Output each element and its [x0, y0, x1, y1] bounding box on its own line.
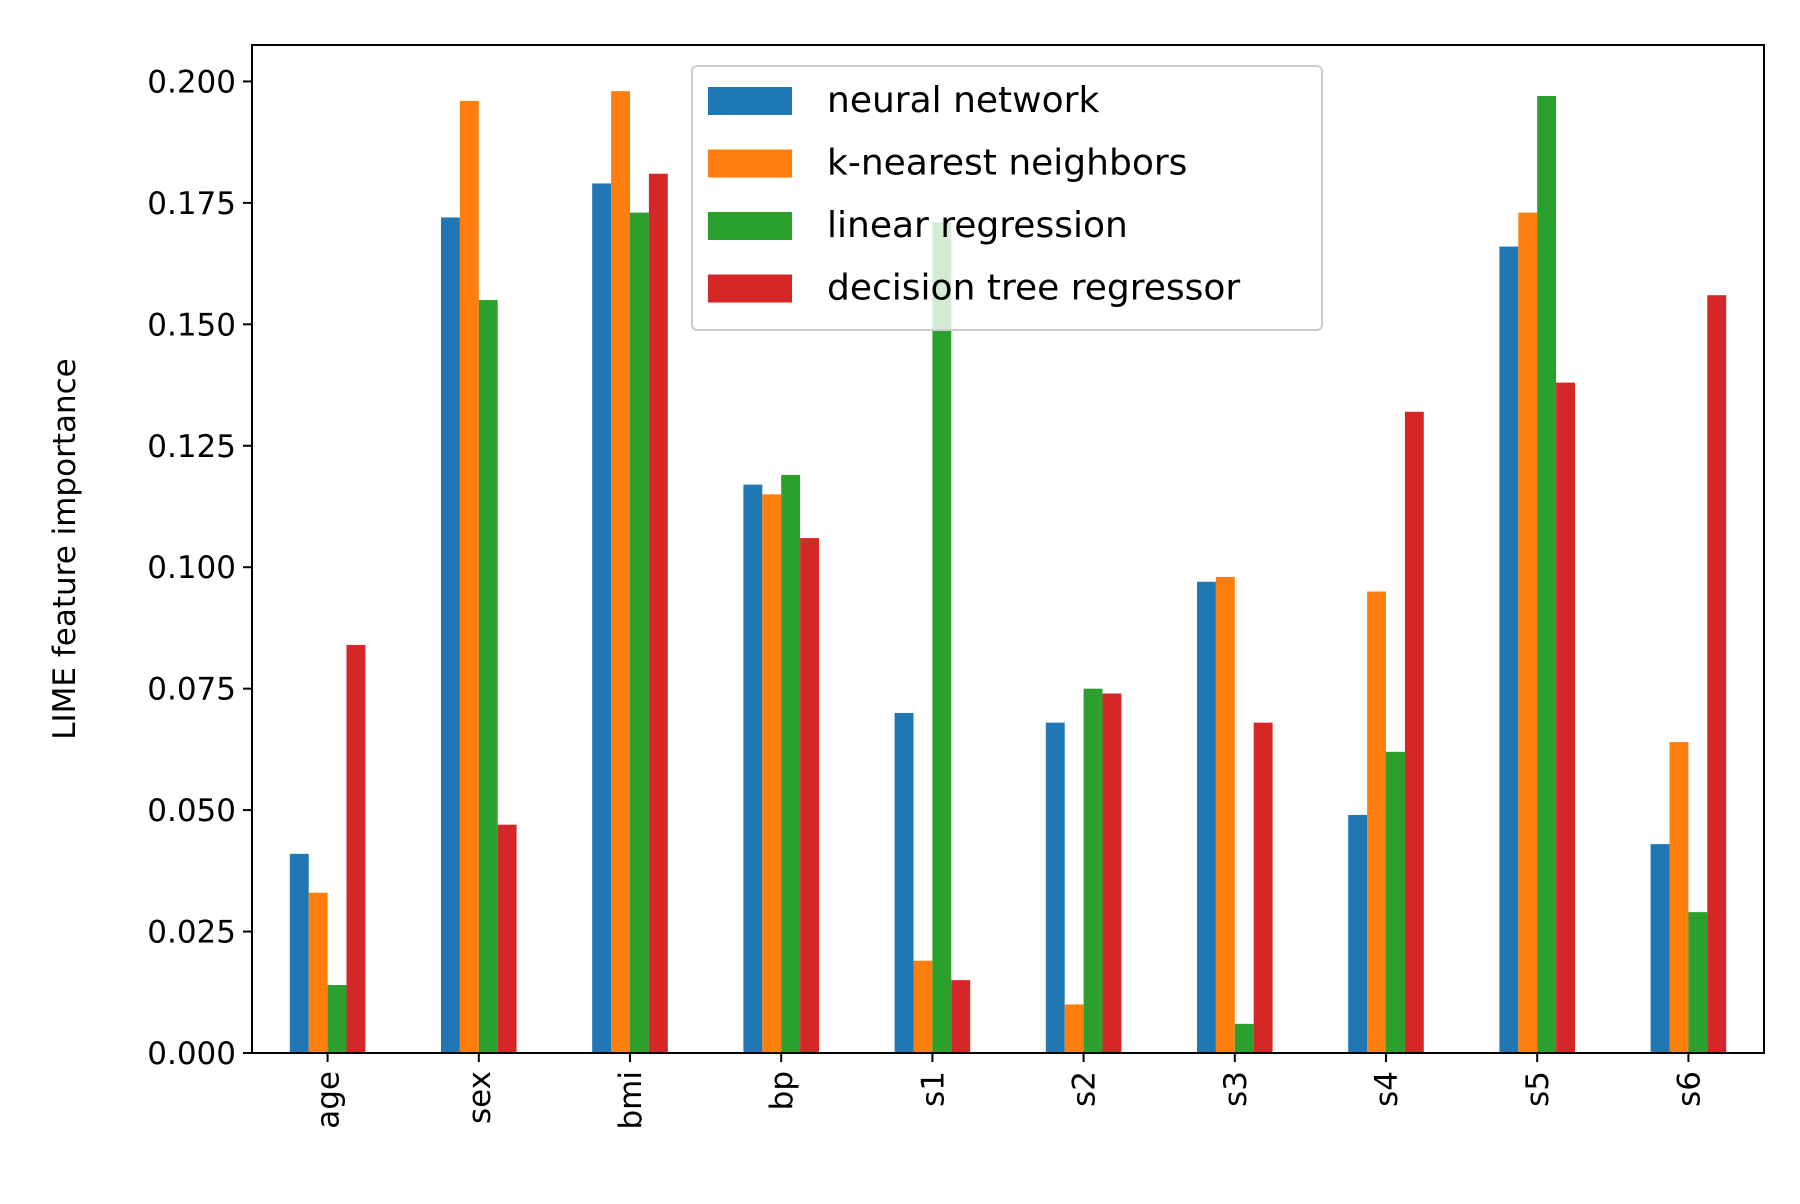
bar-s2-1 [1064, 1004, 1084, 1053]
bar-sex-2 [478, 300, 498, 1053]
x-axis: age sex bmi bp s1 s2 s3 s4 s5 s6 [311, 1053, 1707, 1130]
x-tick-label: s1 [915, 1071, 951, 1107]
x-tick-label: s4 [1369, 1071, 1405, 1107]
bar-s5-0 [1499, 246, 1519, 1054]
y-tick-label: 0.150 [147, 307, 236, 343]
y-tick-label: 0.175 [147, 186, 236, 222]
bar-sex-0 [441, 217, 460, 1054]
bar-sex-1 [459, 100, 479, 1054]
bar-s6-2 [1688, 912, 1708, 1053]
legend-label-2: linear regression [827, 205, 1128, 246]
legend-swatch-0 [708, 87, 792, 115]
x-tick-label: s3 [1218, 1071, 1254, 1107]
bar-s6-0 [1650, 844, 1670, 1053]
legend-label-0: neural network [827, 80, 1099, 121]
bar-s2-0 [1045, 722, 1065, 1053]
y-tick-label: 0.100 [147, 550, 236, 586]
bar-age-1 [308, 892, 328, 1053]
bar-s3-1 [1215, 576, 1235, 1053]
bar-age-3 [346, 644, 366, 1053]
bar-s5-1 [1518, 212, 1538, 1053]
bar-s4-0 [1348, 814, 1368, 1053]
bar-bmi-1 [611, 91, 630, 1053]
bars-layer [289, 91, 1727, 1054]
legend: neural network k-nearest neighbors linear … [691, 65, 1323, 331]
bar-sex-3 [497, 824, 517, 1053]
x-tick-label: bp [764, 1071, 800, 1110]
y-tick-label: 0.000 [147, 1036, 236, 1072]
bar-s6-1 [1669, 742, 1689, 1053]
bar-s1-1 [913, 960, 933, 1053]
y-tick-label: 0.125 [147, 429, 236, 465]
bar-s4-1 [1367, 591, 1386, 1053]
bar-bp-2 [781, 474, 801, 1053]
bar-s3-2 [1234, 1023, 1254, 1053]
bar-s3-0 [1197, 581, 1216, 1053]
x-tick-label: age [311, 1071, 347, 1129]
bar-age-0 [289, 853, 309, 1053]
x-tick-label: s2 [1067, 1071, 1103, 1107]
bar-bp-1 [762, 494, 782, 1054]
bar-s4-3 [1404, 411, 1424, 1054]
bar-bmi-2 [630, 212, 649, 1053]
y-tick-label: 0.200 [147, 64, 236, 100]
legend-box [691, 65, 1323, 331]
y-axis: 0.000 0.025 0.050 0.075 0.100 0.125 0.150 0.175… [147, 64, 252, 1072]
x-tick-label: s5 [1520, 1071, 1556, 1107]
legend-label-3: decision tree regressor [827, 268, 1240, 309]
x-tick-label: s6 [1671, 1071, 1707, 1107]
x-tick-label: bmi [613, 1071, 649, 1130]
bar-s5-2 [1537, 96, 1557, 1054]
bar-s1-3 [951, 980, 971, 1053]
bar-s5-3 [1556, 382, 1575, 1053]
plot-frame [251, 44, 1765, 1054]
x-tick-label: sex [462, 1071, 498, 1124]
bar-age-2 [327, 984, 347, 1053]
legend-swatch-2 [708, 212, 792, 240]
bar-s4-2 [1386, 751, 1405, 1053]
legend-swatch-1 [708, 149, 792, 178]
bar-bp-3 [800, 538, 819, 1053]
legend-swatch-3 [708, 274, 792, 303]
bar-s6-3 [1707, 295, 1727, 1053]
bar-s1-2 [932, 222, 952, 1053]
bar-s2-3 [1102, 693, 1122, 1053]
y-axis-label: LIME feature importance [47, 358, 83, 740]
y-tick-label: 0.075 [147, 672, 236, 708]
bar-s1-0 [894, 712, 914, 1053]
y-tick-label: 0.050 [147, 793, 236, 829]
bar-s3-3 [1253, 722, 1273, 1053]
y-tick-label: 0.025 [147, 915, 236, 951]
bar-bp-0 [743, 484, 763, 1053]
bar-bmi-3 [648, 173, 668, 1053]
bar-s2-2 [1083, 688, 1103, 1053]
legend-label-1: k-nearest neighbors [827, 143, 1187, 184]
bar-bmi-0 [592, 183, 612, 1054]
